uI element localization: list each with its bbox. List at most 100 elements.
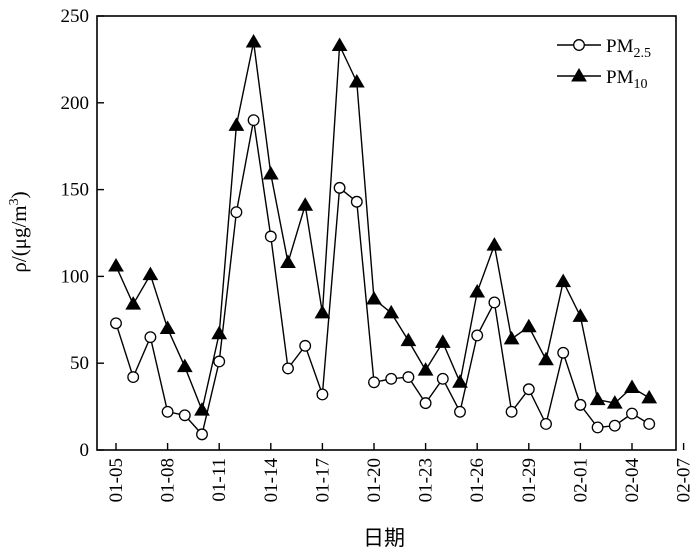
data-point-circle xyxy=(557,346,570,359)
data-point-circle xyxy=(247,114,260,127)
y-tick-label: 0 xyxy=(80,440,90,461)
data-point-circle xyxy=(144,331,157,344)
data-point-circle xyxy=(333,181,346,194)
data-point-triangle xyxy=(228,117,245,131)
legend-label: PM10 xyxy=(606,67,647,92)
data-point-triangle xyxy=(262,165,279,180)
series-triangle xyxy=(108,34,658,416)
series-line xyxy=(115,41,650,413)
x-tick-label: 01-11 xyxy=(209,458,230,502)
data-point-triangle xyxy=(641,389,658,404)
data-point-triangle xyxy=(400,332,417,347)
plot-frame xyxy=(96,15,677,451)
data-point-triangle xyxy=(366,290,382,305)
y-tick-label: 250 xyxy=(61,6,90,27)
series-layer xyxy=(108,34,658,441)
data-point-circle xyxy=(213,355,226,368)
data-point-triangle xyxy=(555,273,572,288)
legend-label-sub: 10 xyxy=(633,77,647,92)
x-tick-label: 01-17 xyxy=(312,458,333,502)
data-point-triangle xyxy=(606,395,623,409)
data-point-triangle xyxy=(452,374,468,388)
data-point-triangle xyxy=(417,362,434,376)
data-point-triangle xyxy=(589,391,606,406)
data-point-triangle xyxy=(280,254,296,269)
series-line xyxy=(115,120,650,436)
y-axis-title-close: ) xyxy=(7,191,31,198)
data-point-circle xyxy=(264,230,277,243)
data-point-circle xyxy=(488,296,501,309)
data-point-circle xyxy=(626,407,638,420)
x-tick-label: 01-14 xyxy=(261,458,282,503)
data-point-circle xyxy=(540,418,552,430)
legend-label: PM2.5 xyxy=(606,36,651,61)
data-point-triangle xyxy=(331,37,348,52)
axes: 0 50 100 150 200 250 01-05 01-08 01-11 01-14 01-17… xyxy=(61,6,695,502)
data-point-triangle xyxy=(108,257,124,272)
data-point-triangle xyxy=(572,308,589,322)
y-tick-label: 50 xyxy=(70,353,89,374)
data-point-circle xyxy=(522,383,535,396)
data-point-triangle xyxy=(314,304,331,319)
legend-label-main: PM xyxy=(606,67,634,88)
data-point-circle xyxy=(368,376,380,389)
data-point-triangle xyxy=(383,304,400,319)
data-point-circle xyxy=(178,409,191,422)
data-point-triangle xyxy=(520,318,537,333)
data-point-circle xyxy=(574,398,587,411)
x-tick-label: 01-23 xyxy=(416,458,437,502)
data-point-triangle xyxy=(469,284,486,298)
legend-label-main: PM xyxy=(606,36,634,57)
data-point-triangle xyxy=(159,320,176,334)
x-tick-label: 01-20 xyxy=(364,458,385,502)
data-point-triangle xyxy=(503,330,520,345)
data-point-circle xyxy=(196,428,208,441)
data-point-triangle xyxy=(348,73,365,88)
data-point-circle xyxy=(316,388,329,401)
y-tick-label: 150 xyxy=(61,180,90,201)
x-tick-label: 01-29 xyxy=(519,458,540,502)
data-point-triangle xyxy=(434,334,451,348)
data-point-circle xyxy=(299,339,312,352)
data-point-circle xyxy=(402,371,415,384)
data-point-circle xyxy=(127,371,140,384)
data-point-circle xyxy=(385,372,398,385)
x-tick-label: 01-05 xyxy=(106,458,127,502)
x-tick-label: 02-01 xyxy=(570,458,591,502)
legend-marker-circle xyxy=(573,39,585,51)
data-point-triangle xyxy=(297,197,314,211)
data-point-circle xyxy=(505,405,518,418)
x-tick-label: 02-04 xyxy=(622,458,643,503)
y-axis-title-sup: 3 xyxy=(7,198,22,205)
x-axis-title: 日期 xyxy=(363,526,405,550)
data-point-circle xyxy=(591,421,604,434)
legend-item-circle: PM2.5 xyxy=(557,36,651,61)
data-point-triangle xyxy=(624,379,640,394)
legend-item-triangle: PM10 xyxy=(557,67,647,92)
data-point-triangle xyxy=(176,358,193,373)
legend-marker-triangle xyxy=(571,68,587,82)
x-tick-label: 01-26 xyxy=(467,458,488,502)
y-tick-label: 200 xyxy=(61,93,90,114)
data-point-triangle xyxy=(245,34,262,48)
y-axis-title: ρ/(μg/m3) xyxy=(7,191,31,272)
data-point-circle xyxy=(471,329,484,342)
data-point-triangle xyxy=(486,237,503,251)
data-point-circle xyxy=(110,317,122,330)
data-point-triangle xyxy=(125,296,142,310)
data-point-circle xyxy=(282,362,294,375)
series-circle xyxy=(110,114,656,441)
data-point-circle xyxy=(454,405,466,418)
y-tick-label: 100 xyxy=(61,266,90,287)
data-point-triangle xyxy=(538,351,554,366)
x-tick-label: 02-07 xyxy=(674,458,695,502)
x-tick-label: 01-08 xyxy=(158,458,179,502)
data-point-circle xyxy=(161,405,174,418)
data-point-circle xyxy=(608,419,621,432)
legend-label-sub: 2.5 xyxy=(633,46,651,61)
data-point-circle xyxy=(230,206,243,219)
data-point-circle xyxy=(643,418,656,430)
data-point-circle xyxy=(350,195,363,208)
